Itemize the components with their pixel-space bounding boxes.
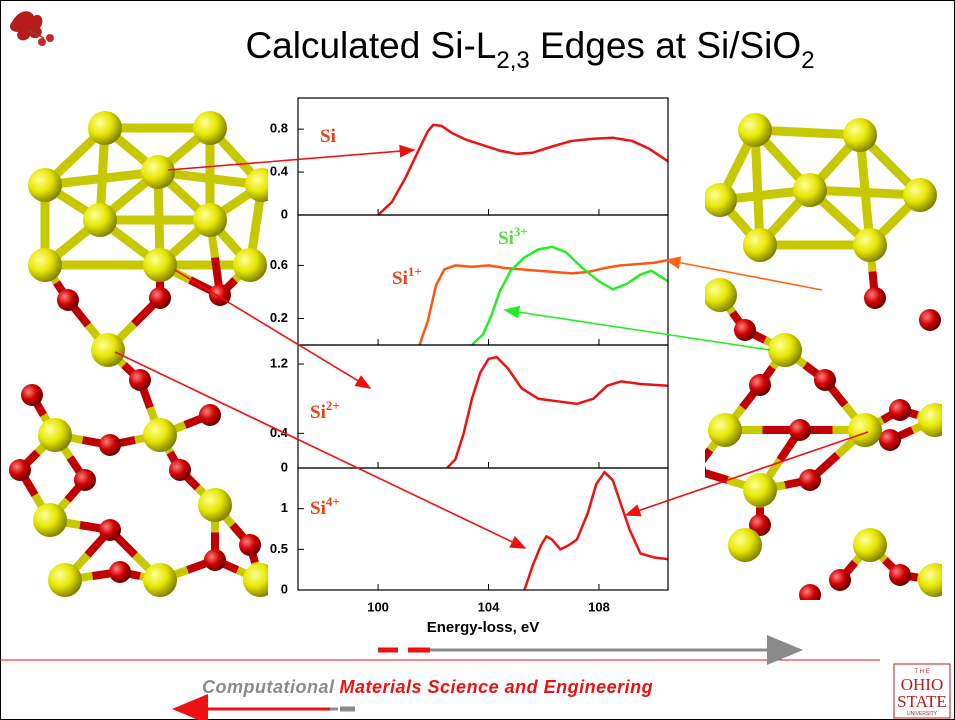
oxygen-atom xyxy=(199,404,221,426)
y-tick-label: 0.8 xyxy=(270,121,288,136)
oxygen-atom xyxy=(239,534,261,556)
oxygen-atom xyxy=(889,564,911,586)
oxygen-atom xyxy=(9,459,31,481)
series-name: Si xyxy=(392,268,408,289)
oxygen-atom xyxy=(734,319,756,341)
x-axis-label: Energy-loss, eV xyxy=(427,619,540,636)
silicon-atom xyxy=(33,503,67,537)
oxygen-atom xyxy=(829,569,851,591)
x-tick-label: 100 xyxy=(367,599,389,614)
silicon-atom xyxy=(738,113,772,147)
silicon-atom xyxy=(708,413,742,447)
charts: 00.40.8Si0.20.6Si1+Si3+00.41.2Si2+00.511… xyxy=(270,98,668,636)
x-tick-label: 104 xyxy=(478,599,500,614)
silicon-atom xyxy=(703,278,737,312)
oxygen-atom xyxy=(21,384,43,406)
oxygen-atom xyxy=(204,549,226,571)
logo: T H E OHIO STATE UNIVERSITY xyxy=(894,664,950,718)
oxygen-atom xyxy=(799,469,821,491)
oxygen-atom xyxy=(169,459,191,481)
logo-line: STATE xyxy=(897,692,947,711)
silicon-atom xyxy=(141,155,175,189)
silicon-atom xyxy=(143,563,177,597)
silicon-atom xyxy=(728,528,762,562)
series-name: Si xyxy=(310,498,326,519)
oxygen-atom xyxy=(99,519,121,541)
silicon-atom xyxy=(48,563,82,597)
y-tick-label: 0.5 xyxy=(270,541,288,556)
silicon-atom xyxy=(743,473,777,507)
plot-background xyxy=(298,98,668,590)
oxygen-atom xyxy=(789,419,811,441)
oxygen-atom xyxy=(879,429,901,451)
silicon-atom xyxy=(88,111,122,145)
y-tick-label: 0.2 xyxy=(270,310,288,325)
silicon-atom xyxy=(703,183,737,217)
y-tick-label: 1 xyxy=(281,500,288,515)
y-tick-label: 0.6 xyxy=(270,257,288,272)
slide: Calculated Si-L2,3 Edges at Si/SiO2 00.4… xyxy=(0,0,955,720)
silicon-atom xyxy=(143,248,177,282)
silicon-atom xyxy=(843,118,877,152)
y-tick-label: 0 xyxy=(281,459,288,474)
y-tick-label: 0 xyxy=(281,581,288,596)
silicon-atom xyxy=(91,333,125,367)
silicon-atom xyxy=(743,228,777,262)
silicon-atom xyxy=(233,248,267,282)
oxygen-atom xyxy=(889,399,911,421)
oxygen-atom xyxy=(749,374,771,396)
oxygen-atom xyxy=(149,287,171,309)
silicon-atom xyxy=(853,528,887,562)
series-charge: 3+ xyxy=(514,224,528,239)
series-charge: 4+ xyxy=(326,494,340,509)
oxygen-atom xyxy=(74,469,96,491)
oxygen-atom xyxy=(99,434,121,456)
series-name: Si xyxy=(310,402,326,423)
silicon-atom xyxy=(198,488,232,522)
silicon-atom xyxy=(193,203,227,237)
silicon-atom xyxy=(83,203,117,237)
silicon-atom xyxy=(853,228,887,262)
oxygen-atom xyxy=(814,369,836,391)
series-charge: 1+ xyxy=(408,264,422,279)
oxygen-atom xyxy=(919,309,941,331)
silicon-atom xyxy=(143,418,177,452)
y-tick-label: 0 xyxy=(281,206,288,221)
silicon-atom xyxy=(848,413,882,447)
oxygen-atom xyxy=(129,369,151,391)
silicon-atom xyxy=(28,248,62,282)
series-charge: 2+ xyxy=(326,398,340,413)
series-name: Si xyxy=(498,228,514,249)
x-tick-label: 108 xyxy=(588,599,610,614)
series-name: Si xyxy=(320,126,336,147)
silicon-atom xyxy=(903,178,937,212)
logo-line: UNIVERSITY xyxy=(907,711,938,717)
silicon-atom xyxy=(28,168,62,202)
series-label: Si xyxy=(320,126,336,147)
silicon-atom xyxy=(193,111,227,145)
y-tick-label: 0.4 xyxy=(270,164,289,179)
oxygen-atom xyxy=(57,289,79,311)
oxygen-atom xyxy=(109,561,131,583)
oxygen-atom xyxy=(864,287,886,309)
silicon-atom xyxy=(793,173,827,207)
y-tick-label: 1.2 xyxy=(270,355,288,370)
silicon-atom xyxy=(38,418,72,452)
bond xyxy=(755,130,760,245)
silicon-atom xyxy=(768,333,802,367)
